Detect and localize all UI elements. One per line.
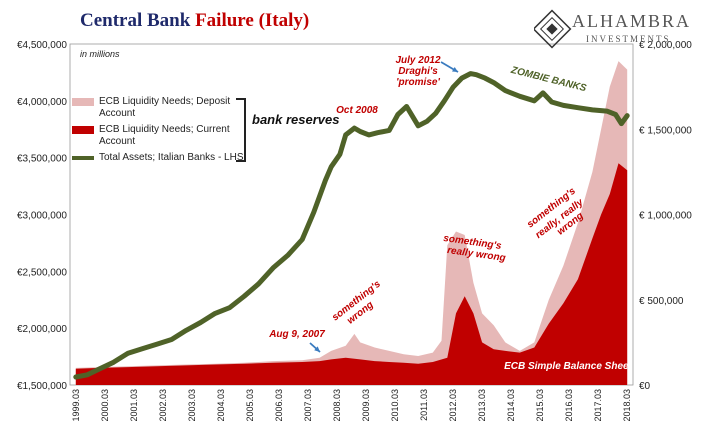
annotation-ecb-balance-sheet: ECB Simple Balance Sheet (504, 361, 632, 372)
annotation-promise: 'promise' (396, 77, 440, 88)
alhambra-logo-icon (534, 9, 572, 49)
x-tick-label: 2007.03 (303, 389, 313, 422)
x-tick-label: 2014.03 (506, 389, 516, 422)
annotation-draghi: Draghi's (398, 66, 438, 77)
x-tick-label: 2005.03 (245, 389, 255, 422)
legend-swatch-deposit (72, 98, 94, 106)
legend-item-deposit: ECB Liquidity Needs; Deposit Account (72, 96, 252, 120)
annotation-zombie-banks: ZOMBIE BANKS (509, 65, 588, 95)
y-left-tick-label: €3,500,000 (17, 154, 67, 165)
y-right-tick-label: € 1,000,000 (639, 211, 692, 222)
units-note: in millions (80, 49, 120, 59)
x-tick-label: 2004.03 (216, 389, 226, 422)
y-left-tick-label: €4,500,000 (17, 40, 67, 51)
arrow-aug-2007-head (314, 346, 320, 352)
x-tick-label: 2010.03 (390, 389, 400, 422)
x-tick-label: 2018.03 (622, 389, 632, 422)
x-tick-label: 2011.03 (419, 389, 429, 421)
chart-legend: ECB Liquidity Needs; Deposit Account ECB… (72, 96, 252, 168)
series-line-total-assets (73, 71, 630, 380)
y-right-tick-label: € 2,000,000 (639, 40, 692, 51)
y-left-tick-label: €3,000,000 (17, 211, 67, 222)
arrow-july-2012-head (452, 67, 458, 72)
legend-label-deposit: ECB Liquidity Needs; Deposit Account (99, 96, 231, 119)
series-area-current (75, 163, 628, 385)
annotation-oct-2008: Oct 2008 (336, 105, 378, 116)
y-left-tick-label: €4,000,000 (17, 97, 67, 108)
legend-swatch-current (72, 126, 94, 134)
x-tick-label: 1999.03 (71, 389, 81, 422)
x-tick-label: 2006.03 (274, 389, 284, 422)
legend-label-current: ECB Liquidity Needs; Current Account (99, 124, 230, 147)
x-tick-label: 2001.03 (129, 389, 139, 422)
x-tick-label: 2000.03 (100, 389, 110, 422)
x-tick-label: 2008.03 (332, 389, 342, 422)
x-tick-label: 2016.03 (564, 389, 574, 422)
y-left-tick-label: €2,000,000 (17, 324, 67, 335)
logo-name: ALHAMBRA (572, 11, 692, 31)
legend-item-current: ECB Liquidity Needs; Current Account (72, 124, 252, 148)
bracket-label: bank reserves (252, 112, 340, 127)
legend-label-assets: Total Assets; Italian Banks - LHS (99, 152, 244, 163)
x-tick-label: 2003.03 (187, 389, 197, 422)
annotation-july-2012: July 2012 (395, 55, 440, 66)
x-tick-label: 2017.03 (593, 389, 603, 422)
y-left-tick-label: €1,500,000 (17, 381, 67, 392)
y-right-tick-label: € 500,000 (639, 296, 684, 307)
x-tick-label: 2012.03 (448, 389, 458, 422)
x-tick-label: 2015.03 (535, 389, 545, 422)
y-left-tick-label: €2,500,000 (17, 267, 67, 278)
y-right-tick-label: €0 (639, 381, 651, 392)
annotation-aug-2007: Aug 9, 2007 (268, 329, 325, 340)
legend-swatch-assets (72, 156, 94, 160)
x-tick-label: 2002.03 (158, 389, 168, 422)
x-tick-label: 2009.03 (361, 389, 371, 422)
y-right-tick-label: € 1,500,000 (639, 125, 692, 136)
legend-bracket (236, 98, 246, 162)
logo-subtitle: INVESTMENTS (586, 34, 671, 44)
chart-title: Central Bank Failure (Italy) (80, 10, 310, 31)
x-tick-label: 2013.03 (477, 389, 487, 422)
legend-item-assets: Total Assets; Italian Banks - LHS (72, 152, 252, 164)
